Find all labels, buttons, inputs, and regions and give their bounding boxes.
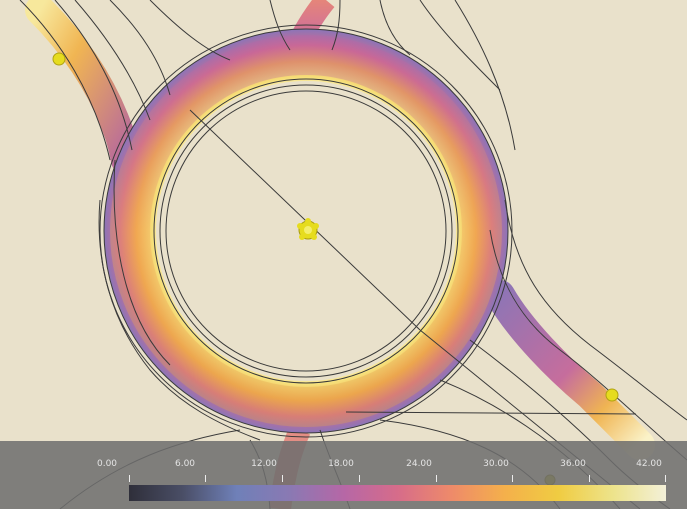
center-flower-marker-icon[interactable] bbox=[297, 218, 319, 240]
legend-tick-labels: 0.00 6.00 12.00 18.00 24.00 30.00 36.00 … bbox=[0, 459, 687, 473]
approach-lane-southeast bbox=[485, 280, 655, 460]
legend-tick-mark bbox=[589, 475, 590, 482]
legend-tick-mark bbox=[359, 475, 360, 482]
legend-tick-mark bbox=[205, 475, 206, 482]
approach-marker-icon[interactable] bbox=[605, 388, 619, 402]
legend-tick-mark bbox=[665, 475, 666, 482]
legend-tick-mark bbox=[129, 475, 130, 482]
legend-tick-label: 6.00 bbox=[174, 459, 196, 469]
legend-color-ramp bbox=[129, 485, 666, 501]
legend-tick-label: 0.00 bbox=[96, 459, 118, 469]
approach-lane-northwest bbox=[25, 0, 141, 175]
legend-tick-label: 18.00 bbox=[328, 459, 354, 469]
ring-heat-overlay bbox=[110, 35, 502, 427]
legend-tick-label: 12.00 bbox=[251, 459, 277, 469]
legend-tick-label: 24.00 bbox=[406, 459, 432, 469]
legend-tick-mark bbox=[282, 475, 283, 482]
approach-marker-icon[interactable] bbox=[52, 52, 66, 66]
color-scale-legend: 0.00 6.00 12.00 18.00 24.00 30.00 36.00 … bbox=[0, 441, 687, 509]
legend-tick-mark bbox=[436, 475, 437, 482]
legend-tick-label: 42.00 bbox=[636, 459, 662, 469]
legend-tick-label: 30.00 bbox=[483, 459, 509, 469]
legend-tick-label: 36.00 bbox=[560, 459, 586, 469]
legend-tick-mark bbox=[512, 475, 513, 482]
